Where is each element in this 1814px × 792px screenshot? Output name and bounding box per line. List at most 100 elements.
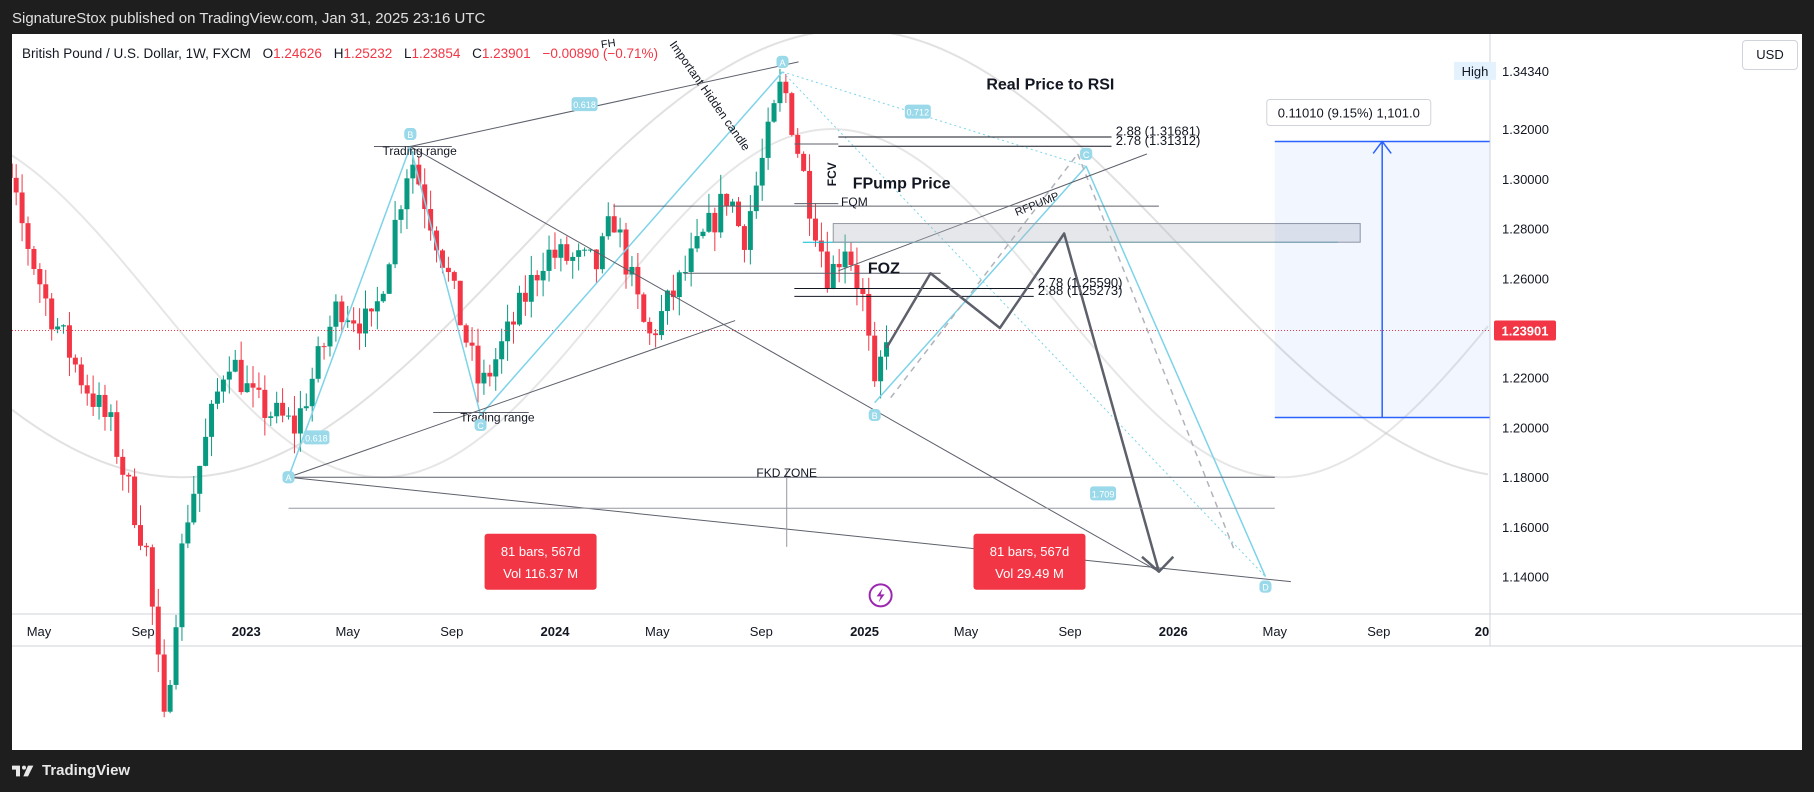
ratio-label-2: 0.618 xyxy=(573,100,596,110)
x-tick-label: Sep xyxy=(440,624,463,639)
candle-body xyxy=(700,231,706,237)
fcv-label: FCV xyxy=(825,162,839,186)
brand-label: TradingView xyxy=(42,762,131,779)
candle-body xyxy=(771,103,777,122)
candle-body xyxy=(345,320,351,323)
pattern-point-marker xyxy=(1259,580,1272,593)
ratio-label-3-box xyxy=(904,104,931,119)
candle-body xyxy=(475,345,481,384)
x-tick-label: Sep xyxy=(1367,624,1390,639)
candle-body xyxy=(659,311,665,336)
candle-body xyxy=(114,412,120,457)
candle-body xyxy=(439,250,445,268)
x-tick-label: 20 xyxy=(1475,624,1489,639)
candle-body xyxy=(55,326,61,330)
candle-body xyxy=(629,266,635,275)
candle-body xyxy=(339,301,345,323)
trading-range-bottom-label: Trading range xyxy=(460,410,535,424)
candle-body xyxy=(546,249,552,271)
candle-body xyxy=(505,321,511,342)
candle-body xyxy=(582,249,588,251)
change-value: −0.00890 (−0.71%) xyxy=(542,46,659,61)
candle-body xyxy=(570,256,576,261)
candle-body xyxy=(457,280,463,326)
measure-arrowhead xyxy=(1372,140,1392,154)
candle-body xyxy=(185,522,191,544)
candle-body xyxy=(72,357,78,365)
symbol-name[interactable]: British Pound / U.S. Dollar, 1W, FXCM xyxy=(22,46,251,61)
dotted-diagonal xyxy=(782,71,1087,167)
candle-body xyxy=(155,606,161,655)
pattern-point-label: C xyxy=(477,421,484,431)
range-box-2-box xyxy=(973,533,1086,590)
range-box-1-box xyxy=(484,533,597,590)
candle-body xyxy=(357,323,363,334)
candle-body xyxy=(143,545,149,548)
candle-body xyxy=(321,346,327,348)
harmonic-pattern-right xyxy=(874,165,1267,577)
pattern-point-marker xyxy=(1080,147,1093,160)
candle-body xyxy=(256,387,262,390)
candle-body xyxy=(783,81,789,94)
x-tick-label: May xyxy=(954,624,979,639)
candle-body xyxy=(872,335,878,382)
dotted-diagonal xyxy=(782,71,1266,578)
candle-body xyxy=(327,326,333,347)
candle-body xyxy=(641,294,647,322)
pattern-point-label: A xyxy=(286,473,292,483)
currency-button[interactable]: USD xyxy=(1742,40,1798,70)
supply-zone-box xyxy=(832,223,1361,243)
ratio-label-3: 0.712 xyxy=(907,108,930,118)
ratio-label-2-box xyxy=(571,97,598,112)
cycle-curve xyxy=(12,34,1489,479)
y-tick-label: 1.16000 xyxy=(1502,520,1549,535)
candle-body xyxy=(238,359,244,393)
candle-body xyxy=(830,263,836,289)
pattern-point-label: B xyxy=(407,130,413,140)
candle-body xyxy=(226,371,232,380)
ratio-label-1: 0.618 xyxy=(305,433,328,443)
candle-body xyxy=(777,81,783,104)
candle-body xyxy=(179,543,185,628)
y-tick-label: 1.28000 xyxy=(1502,222,1549,237)
candle-body xyxy=(552,249,558,258)
range-box-1-bars: 81 bars, 567d xyxy=(501,544,581,559)
x-tick-label: May xyxy=(645,624,670,639)
tradingview-brand[interactable]: TradingView xyxy=(12,762,130,779)
candle-body xyxy=(528,274,534,302)
candle-body xyxy=(836,263,842,268)
plot-area xyxy=(12,34,1490,614)
candle-body xyxy=(108,412,114,417)
candle-body xyxy=(303,406,309,409)
candle-body xyxy=(647,321,653,334)
candle-body xyxy=(90,393,96,407)
open-label: O xyxy=(262,46,274,61)
candle-body xyxy=(511,321,517,325)
candle-body xyxy=(593,249,599,270)
candle-body xyxy=(12,163,13,178)
high-marker-box xyxy=(1454,61,1496,80)
candle-body xyxy=(818,240,824,252)
fib-label-2: 2.78 (1.31312) xyxy=(1116,133,1201,148)
y-tick-label: 1.22000 xyxy=(1502,371,1549,386)
candle-body xyxy=(670,290,676,298)
projected-arrowhead xyxy=(1141,555,1175,573)
candle-body xyxy=(469,342,475,346)
candle-body xyxy=(730,201,736,207)
ratio-label-1-box xyxy=(303,430,330,445)
candle-body xyxy=(13,177,19,193)
candle-body xyxy=(434,230,440,251)
candle-body xyxy=(333,301,339,327)
candle-body xyxy=(351,320,357,324)
candle-body xyxy=(765,121,771,158)
candle-body xyxy=(801,153,807,171)
candle-body xyxy=(49,298,55,330)
candle-body xyxy=(197,465,203,494)
candle-body xyxy=(84,385,90,394)
close-label: C xyxy=(472,46,482,61)
foz-label: FOZ xyxy=(868,260,900,277)
price-chart[interactable]: 1.343401.320001.300001.280001.260001.240… xyxy=(12,34,1802,750)
x-tick-label: May xyxy=(1262,624,1287,639)
fib-label-3: 2.78 (1.25590) xyxy=(1038,275,1123,290)
candle-body xyxy=(173,627,179,685)
